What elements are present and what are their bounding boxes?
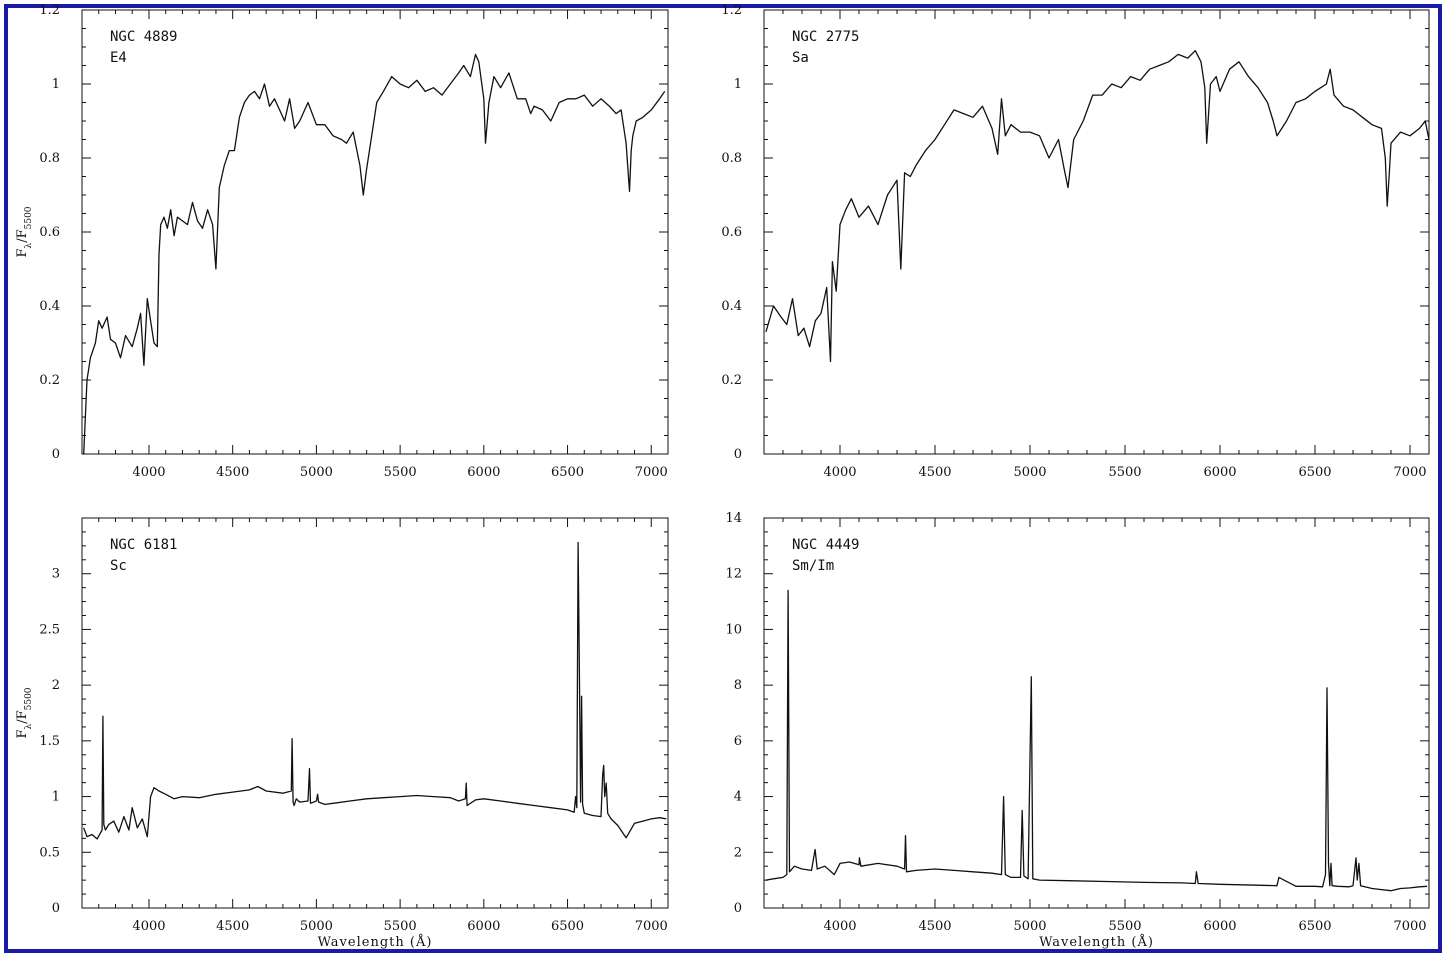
morphology-label: Sa — [792, 50, 809, 66]
galaxy-name-label: NGC 4449 — [792, 537, 859, 553]
y-tick-label: 10 — [725, 622, 742, 637]
figure-frame — [4, 4, 1442, 953]
y-axis-label-part: λ — [24, 243, 34, 249]
y-tick-label: 0 — [734, 901, 742, 916]
x-tick-label: 4500 — [918, 919, 951, 934]
y-tick-label: 1 — [734, 77, 742, 92]
x-tick-label: 5500 — [1108, 465, 1141, 480]
spectrum-panel: 4000 4500 5000 5500 6000 6500 7000 0 2 4 6 8 10 12 14 N… — [725, 511, 1430, 950]
plot-frame — [763, 517, 1430, 909]
y-axis-label-part: 5500 — [24, 206, 34, 229]
y-tick-label: 1.2 — [39, 3, 60, 18]
x-tick-label: 5000 — [1013, 465, 1046, 480]
y-tick-label: 0 — [52, 901, 60, 916]
y-tick-label: 6 — [734, 734, 742, 749]
x-tick-label: 7000 — [1393, 919, 1426, 934]
x-tick-label: 5000 — [300, 465, 333, 480]
x-tick-label: 5500 — [384, 919, 417, 934]
galaxy-name-label: NGC 2775 — [792, 29, 859, 45]
y-tick-label: 14 — [725, 511, 742, 526]
y-axis-label: Fλ/F5500 — [15, 687, 34, 738]
spectrum-line — [765, 589, 1428, 892]
y-tick-label: 1.5 — [39, 734, 60, 749]
y-tick-label: 0.4 — [721, 299, 742, 314]
plot-frame — [763, 9, 1430, 455]
y-tick-label: 0.6 — [39, 225, 60, 240]
x-tick-label: 5000 — [1013, 919, 1046, 934]
y-tick-label: 1 — [52, 77, 60, 92]
y-tick-label: 8 — [734, 678, 742, 693]
y-axis-label-part: 5500 — [24, 687, 34, 710]
spectrum-line — [83, 53, 666, 455]
y-tick-label: 2 — [52, 678, 60, 693]
y-axis-label-part: λ — [24, 724, 34, 730]
y-axis-label-part: /F — [15, 710, 30, 723]
y-tick-label: 0.6 — [721, 225, 742, 240]
morphology-label: Sm/Im — [792, 558, 834, 574]
x-tick-label: 6500 — [1298, 465, 1331, 480]
x-tick-label: 7000 — [635, 465, 668, 480]
x-tick-label: 4000 — [132, 465, 165, 480]
x-tick-label: 4500 — [216, 465, 249, 480]
x-tick-label: 4000 — [823, 465, 856, 480]
y-tick-label: 0.8 — [39, 151, 60, 166]
morphology-label: E4 — [110, 50, 127, 66]
x-tick-label: 4000 — [823, 919, 856, 934]
x-tick-label: 6500 — [551, 465, 584, 480]
x-tick-label: 7000 — [1393, 465, 1426, 480]
y-tick-label: 2 — [734, 845, 742, 860]
x-tick-label: 6500 — [1298, 919, 1331, 934]
x-tick-label: 4500 — [216, 919, 249, 934]
y-axis-label-part: F — [15, 730, 30, 739]
x-tick-label: 5500 — [1108, 919, 1141, 934]
x-tick-label: 6000 — [467, 465, 500, 480]
galaxy-name-label: NGC 6181 — [110, 537, 177, 553]
spectrum-line — [765, 50, 1430, 363]
morphology-label: Sc — [110, 558, 127, 574]
y-tick-label: 0 — [734, 447, 742, 462]
y-tick-label: 3 — [52, 567, 60, 582]
y-tick-label: 0.4 — [39, 299, 60, 314]
y-tick-label: 0.2 — [721, 373, 742, 388]
spectrum-panel: 4000 4500 5000 5500 6000 6500 7000 0 0.2 0.4 0.6 0.… — [15, 3, 669, 480]
spectrum-line — [83, 541, 667, 840]
x-tick-label: 6000 — [467, 919, 500, 934]
x-tick-label: 6500 — [551, 919, 584, 934]
y-tick-label: 2.5 — [39, 622, 60, 637]
galaxy-name-label: NGC 4889 — [110, 29, 177, 45]
spectrum-panel: 4000 4500 5000 5500 6000 6500 7000 0 0.5 1 1.5 2 2.5… — [15, 517, 669, 950]
y-tick-label: 0 — [52, 447, 60, 462]
y-tick-label: 1.2 — [721, 3, 742, 18]
x-tick-label: 4500 — [918, 465, 951, 480]
y-tick-label: 1 — [52, 790, 60, 805]
x-tick-label: 7000 — [635, 919, 668, 934]
x-tick-label: 5000 — [300, 919, 333, 934]
y-axis-label-part: F — [15, 249, 30, 258]
y-tick-label: 0.8 — [721, 151, 742, 166]
plot-frame — [81, 9, 669, 455]
y-tick-label: 0.5 — [39, 845, 60, 860]
y-tick-label: 0.2 — [39, 373, 60, 388]
x-tick-label: 6000 — [1203, 465, 1236, 480]
x-axis-label: Wavelength (Å) — [1039, 934, 1154, 950]
y-tick-label: 12 — [725, 567, 742, 582]
x-tick-label: 6000 — [1203, 919, 1236, 934]
y-tick-label: 4 — [734, 790, 742, 805]
spectrum-panel: 4000 4500 5000 5500 6000 6500 7000 0 0.2 0.4 0.6 0.… — [721, 3, 1430, 480]
y-axis-label: Fλ/F5500 — [15, 206, 34, 257]
y-axis-label-part: /F — [15, 229, 30, 242]
x-tick-label: 5500 — [384, 465, 417, 480]
x-axis-label: Wavelength (Å) — [318, 934, 433, 950]
x-tick-label: 4000 — [132, 919, 165, 934]
